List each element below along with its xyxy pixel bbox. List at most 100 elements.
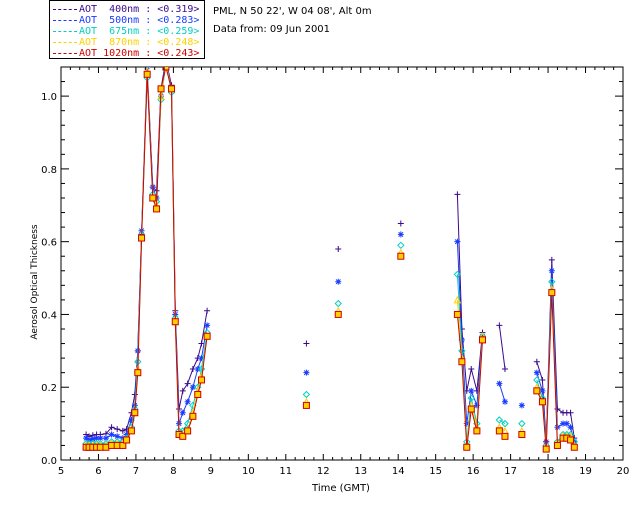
data-point (454, 191, 461, 198)
legend: AOT 400nm : <0.319> AOT 500nm : <0.283> … (49, 0, 205, 59)
data-point (533, 376, 541, 384)
legend-item-400: AOT 400nm : <0.319> (53, 4, 199, 15)
data-point (548, 267, 555, 274)
series-1 (83, 67, 578, 445)
data-point (397, 252, 405, 260)
data-point (119, 427, 126, 434)
date-info: Data from: 09 Jun 2001 (213, 24, 331, 35)
data-point (533, 358, 540, 365)
data-point (518, 431, 526, 439)
x-tick-label: 11 (279, 466, 292, 477)
data-point (548, 289, 556, 297)
legend-swatch (53, 41, 77, 43)
legend-item-500: AOT 500nm : <0.283> (53, 15, 199, 26)
data-point (194, 391, 202, 398)
data-point (453, 310, 461, 318)
x-tick-label: 13 (354, 466, 367, 477)
x-tick-label: 18 (542, 466, 555, 477)
data-point (83, 435, 90, 442)
data-point (463, 420, 470, 427)
data-point (303, 340, 310, 347)
x-tick-label: 16 (467, 466, 480, 477)
data-point (189, 412, 197, 420)
x-tick-label: 20 (617, 466, 630, 477)
data-point (108, 424, 115, 431)
data-point (138, 234, 146, 242)
data-point (153, 205, 161, 213)
data-point (134, 369, 142, 377)
legend-label: AOT 1020nm : <0.243> (79, 48, 200, 59)
data-point (533, 369, 540, 376)
data-point (189, 384, 196, 391)
data-point (108, 441, 116, 449)
y-tick-label: 0.8 (41, 165, 57, 176)
data-point (198, 355, 205, 362)
data-point (114, 433, 121, 440)
data-point (560, 420, 567, 427)
data-point (163, 60, 169, 66)
data-point (567, 424, 574, 431)
data-point (554, 406, 561, 413)
data-point (302, 401, 310, 409)
data-point (335, 278, 342, 285)
series-2 (82, 67, 579, 450)
data-point (518, 419, 526, 428)
data-point (570, 443, 578, 451)
data-point (542, 445, 550, 453)
data-point (473, 427, 481, 435)
data-point (473, 402, 480, 409)
data-point (538, 398, 546, 406)
x-tick-label: 19 (579, 466, 592, 477)
data-point (463, 443, 471, 451)
data-point (198, 376, 205, 384)
data-point (567, 436, 575, 444)
legend-swatch (53, 52, 77, 54)
data-point (468, 387, 475, 394)
data-point (501, 366, 508, 373)
data-point (119, 441, 127, 449)
data-point (397, 220, 404, 227)
legend-swatch (53, 30, 77, 32)
series-0 (83, 67, 578, 445)
series-line (85, 67, 575, 442)
data-point (533, 387, 541, 395)
data-point (467, 405, 475, 413)
data-point (467, 394, 475, 402)
y-tick-label: 0.2 (41, 383, 57, 394)
series-4 (82, 67, 578, 453)
data-point (548, 256, 555, 263)
data-point (143, 70, 151, 78)
data-point (397, 231, 404, 238)
data-point (204, 307, 211, 314)
data-point (496, 322, 503, 329)
data-point (179, 432, 187, 440)
data-point (131, 409, 139, 417)
data-point (458, 336, 465, 343)
data-point (204, 322, 211, 329)
y-axis-label: Aerosol Optical Thickness (30, 224, 40, 340)
data-point (553, 441, 561, 449)
data-point (496, 380, 503, 387)
station-info: PML, N 50 22', W 04 08', Alt 0m (213, 6, 372, 17)
legend-item-870: AOT 870nm : <0.248> (53, 37, 199, 48)
data-point (108, 431, 115, 438)
data-point (479, 336, 486, 344)
legend-label: AOT 400nm : <0.319> (79, 4, 200, 15)
data-point (495, 427, 503, 435)
data-point (334, 299, 342, 308)
x-tick-label: 12 (317, 466, 330, 477)
data-point (453, 270, 462, 279)
data-point (179, 409, 186, 416)
data-point (168, 85, 176, 93)
x-tick-label: 8 (170, 466, 176, 477)
data-point (127, 427, 135, 435)
data-point (194, 366, 201, 373)
data-point (454, 238, 461, 245)
legend-swatch (53, 19, 77, 21)
series-line (86, 67, 575, 450)
legend-swatch (53, 8, 77, 10)
x-tick-label: 17 (504, 466, 517, 477)
x-axis-label: Time (GMT) (311, 483, 370, 494)
legend-label: AOT 675nm : <0.259> (79, 26, 200, 37)
data-point (335, 245, 342, 252)
